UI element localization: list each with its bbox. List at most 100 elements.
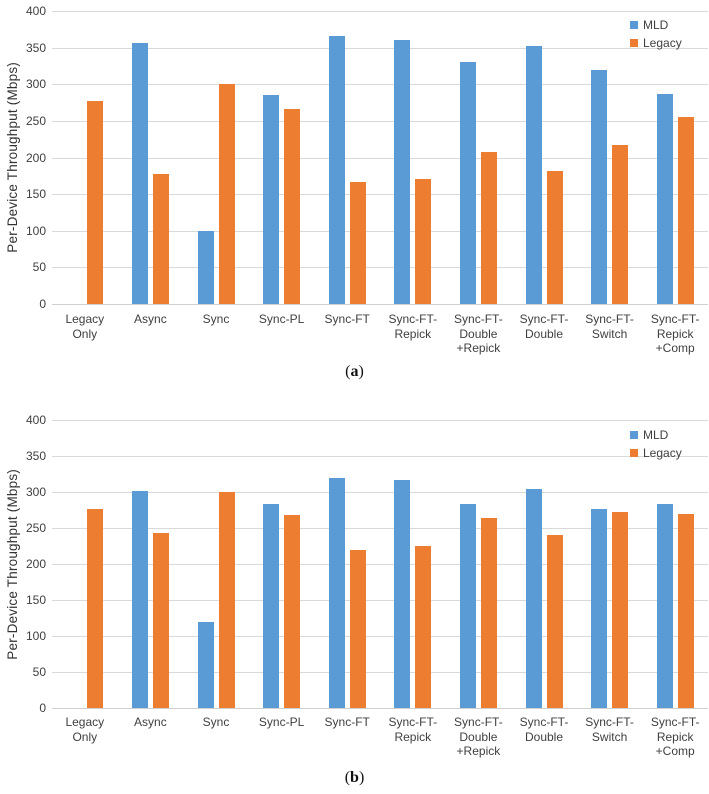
legend-label-mld: MLD xyxy=(643,18,669,32)
bar-mld-sync-ft-double xyxy=(525,489,542,708)
x-tick-label-line: Sync-FT- xyxy=(585,715,634,729)
bar-legacy-sync-ft-repick xyxy=(415,178,432,304)
caption-a-open: ( xyxy=(345,363,351,380)
x-tick-label-line: Sync-FT- xyxy=(650,312,700,326)
bar-legacy-sync-ft-switch xyxy=(612,145,629,304)
gridline-y300 xyxy=(52,84,708,86)
y-axis-title: Per-Device Throughput (Mbps) xyxy=(4,468,20,660)
bar-mld-sync-ft-repick xyxy=(394,40,411,304)
legend-row-mld: MLD xyxy=(630,426,682,444)
x-tick-label-line: Double xyxy=(459,729,498,744)
x-tick-label: Sync-FT- Repick xyxy=(377,715,449,744)
x-tick-label-line: +Repick xyxy=(456,744,501,758)
x-tick-label-line: Repick xyxy=(656,326,694,341)
legend-row-legacy: Legacy xyxy=(630,34,682,52)
legend-swatch-legacy xyxy=(630,449,638,457)
gridline-y200 xyxy=(52,157,708,159)
bar-legacy-async xyxy=(152,533,169,708)
gridline-y400 xyxy=(52,420,708,421)
caption-b-open: ( xyxy=(344,769,351,786)
x-tick-label: Sync-FT- Double +Repick xyxy=(442,715,514,759)
x-tick-label-line: Repick xyxy=(656,729,694,744)
x-tick-label-line: Sync-PL xyxy=(258,715,305,729)
legend-swatch-mld xyxy=(630,21,638,29)
x-tick-label: Sync-FT- Switch xyxy=(574,715,646,744)
y-tick-label: 150 xyxy=(25,187,46,202)
bar-legacy-legacy-only xyxy=(87,101,104,304)
bar-legacy-async xyxy=(152,173,169,304)
bar-mld-sync-pl xyxy=(263,95,280,304)
bar-mld-sync-ft-switch xyxy=(591,70,608,304)
bar-mld-sync xyxy=(197,621,214,708)
bar-mld-sync-ft-repick xyxy=(394,479,411,708)
gridline-y50 xyxy=(52,672,708,673)
gridline-y300 xyxy=(52,492,708,493)
y-tick-label: 400 xyxy=(25,4,46,18)
legend-swatch-mld xyxy=(630,431,638,439)
x-tick-label: Sync-FT xyxy=(311,715,383,730)
x-tick-label-line: Double xyxy=(524,729,564,744)
x-tick-label: Sync-FT- Repick xyxy=(377,312,449,341)
x-tick-label-line: Switch xyxy=(591,729,628,744)
y-tick-label: 50 xyxy=(32,665,46,679)
y-tick-label: 250 xyxy=(25,113,46,128)
legend: MLD Legacy xyxy=(630,16,682,52)
y-axis-title-wrap: Per-Device Throughput (Mbps) xyxy=(0,11,24,304)
gridline-y100 xyxy=(52,230,708,232)
x-tick-label-line: Sync-FT- xyxy=(388,312,438,326)
x-tick-label-line: Sync-FT- xyxy=(650,715,700,729)
x-tick-label-line: Only xyxy=(72,326,98,341)
bar-mld-sync-ft-repick-comp xyxy=(656,93,673,304)
gridline-y350 xyxy=(52,47,708,49)
caption-b-close: ) xyxy=(358,769,365,786)
legend-label-legacy: Legacy xyxy=(643,36,682,50)
x-tick-label: Sync-FT- Switch xyxy=(574,312,646,341)
y-axis-title-wrap: Per-Device Throughput (Mbps) xyxy=(0,420,24,708)
x-tick-label: Async xyxy=(114,715,186,730)
x-tick-label-line: Repick xyxy=(394,326,432,341)
legend-label-mld: MLD xyxy=(643,428,669,442)
y-tick-label: 200 xyxy=(25,150,46,165)
x-tick-label: Async xyxy=(114,312,186,327)
bar-legacy-sync-pl xyxy=(284,515,301,708)
x-tick-label-line: Sync-FT xyxy=(324,715,370,729)
caption-a-letter: a xyxy=(350,363,359,380)
bar-mld-sync-ft-switch xyxy=(591,508,608,708)
x-tick-label-line: Legacy xyxy=(65,715,105,729)
chart-a: 0 50 100 150 200 250 300 350 400 Per-Device Throu… xyxy=(0,0,709,395)
x-tick-label-line: Async xyxy=(134,312,167,326)
gridline-y50 xyxy=(52,267,708,269)
caption-b-letter: b xyxy=(350,769,359,786)
x-tick-label: Sync-FT xyxy=(311,312,383,327)
y-tick-label: 300 xyxy=(25,485,46,499)
x-tick-label-line: Sync-FT- xyxy=(585,312,634,326)
x-tick-label: Legacy Only xyxy=(49,312,121,341)
bar-mld-sync-ft xyxy=(328,35,345,304)
bar-mld-sync-ft xyxy=(328,477,345,708)
y-tick-label: 100 xyxy=(25,629,46,643)
y-tick-label: 200 xyxy=(25,557,46,571)
bar-legacy-sync-ft xyxy=(349,182,366,304)
y-tick-label: 350 xyxy=(25,449,46,463)
bar-mld-async xyxy=(131,43,148,304)
gridline-y250 xyxy=(52,120,708,122)
x-tick-label: Sync-FT- Double xyxy=(508,312,580,341)
gridline-y250 xyxy=(52,528,708,529)
y-axis-title: Per-Device Throughput (Mbps) xyxy=(4,62,20,253)
x-tick-label-line: Sync xyxy=(202,312,230,326)
y-tick-label: 250 xyxy=(25,521,46,535)
x-tick-label-line: Legacy xyxy=(65,312,105,326)
x-tick-label-line: Only xyxy=(72,729,98,744)
y-tick-label: 100 xyxy=(25,223,46,238)
y-tick-label: 150 xyxy=(25,593,46,607)
gridline-y0 xyxy=(52,304,708,305)
x-tick-label: Sync xyxy=(180,715,252,730)
bar-mld-sync-ft-double-repick xyxy=(459,504,476,708)
x-tick-label-line: Sync xyxy=(202,715,230,729)
y-tick-label: 300 xyxy=(25,77,46,92)
bar-mld-sync-ft-repick-comp xyxy=(656,503,673,708)
x-tick-label: Sync-FT- Double +Repick xyxy=(442,312,514,356)
x-tick-label: Sync-FT- Double xyxy=(508,715,580,744)
x-tick-label: Legacy Only xyxy=(49,715,121,744)
